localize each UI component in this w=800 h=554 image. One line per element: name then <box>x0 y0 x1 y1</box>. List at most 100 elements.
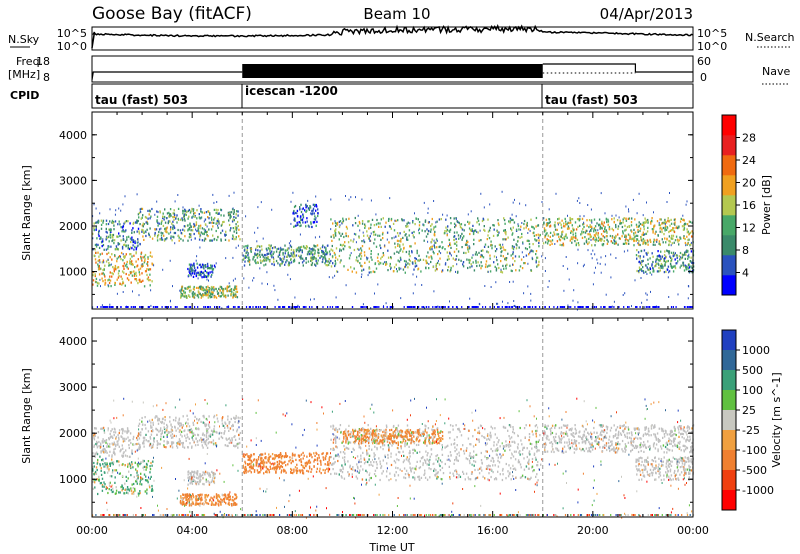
scatter-cell <box>112 221 115 224</box>
scatter-cell <box>535 239 537 242</box>
scatter-cell <box>593 234 596 237</box>
scatter-noise-cell <box>600 256 602 259</box>
scatter-noise-cell <box>530 250 532 253</box>
scatter-cell <box>358 220 361 224</box>
scatter-cell <box>198 495 201 498</box>
scatter-cell <box>489 264 492 267</box>
scatter-cell <box>187 476 189 479</box>
scatter-cell <box>333 236 335 239</box>
scatter-cell <box>217 218 219 221</box>
scatter-ground-cell <box>562 306 564 308</box>
scatter-cell <box>509 221 511 224</box>
scatter-cell <box>149 468 152 471</box>
scatter-cell <box>191 478 193 481</box>
scatter-cell <box>208 289 211 293</box>
scatter-cell <box>554 225 556 228</box>
scatter-cell <box>163 218 165 221</box>
velocity-scatter <box>92 397 695 519</box>
scatter-cell <box>311 213 313 216</box>
scatter-cell <box>639 257 641 260</box>
scatter-cell <box>109 256 111 259</box>
scatter-cell <box>160 427 162 430</box>
scatter-cell <box>273 260 275 263</box>
scatter-cell <box>125 488 127 491</box>
scatter-cell <box>123 271 125 274</box>
scatter-cell <box>678 255 681 258</box>
scatter-cell <box>210 292 212 295</box>
scatter-cell <box>321 251 323 254</box>
scatter-noise-cell <box>334 220 336 223</box>
scatter-cell <box>105 441 107 444</box>
scatter-cell <box>204 496 206 499</box>
scatter-cell <box>243 257 245 260</box>
scatter-cell <box>211 433 214 436</box>
scatter-cell <box>115 486 117 489</box>
scatter-cell <box>212 477 214 480</box>
scatter-cell <box>111 234 113 237</box>
scatter-ground-cell <box>587 306 589 308</box>
scatter-noise-cell <box>124 195 126 198</box>
scatter-cell <box>218 500 220 503</box>
scatter-cell <box>239 238 241 241</box>
scatter-cell <box>293 249 295 252</box>
scatter-cell <box>98 440 100 444</box>
scatter-cell <box>418 227 421 230</box>
scatter-cell <box>299 224 301 228</box>
scatter-cell <box>449 270 451 273</box>
scatter-ground-cell <box>438 306 440 308</box>
scatter-cell <box>310 248 312 251</box>
scatter-cell <box>410 245 412 248</box>
scatter-cell <box>393 252 396 255</box>
scatter-cell <box>139 492 141 495</box>
scatter-cell <box>437 253 439 256</box>
scatter-cell <box>349 246 351 249</box>
scatter-cell <box>408 229 411 232</box>
scatter-cell <box>184 294 187 297</box>
scatter-cell <box>123 256 126 259</box>
scatter-ground-cell <box>407 306 409 308</box>
scatter-cell <box>131 492 133 495</box>
scatter-ground-cell <box>238 306 240 308</box>
scatter-noise-cell <box>197 277 199 280</box>
scatter-cell <box>478 251 480 254</box>
scatter-cell <box>481 264 483 268</box>
scatter-cell <box>108 488 110 491</box>
scatter-cell <box>181 501 184 504</box>
scatter-cell <box>170 428 173 431</box>
scatter-cell <box>136 474 138 477</box>
scatter-cell <box>284 263 286 266</box>
scatter-cell <box>111 455 113 458</box>
scatter-cell <box>494 265 496 268</box>
scatter-cell <box>139 480 141 483</box>
scatter-cell <box>668 252 670 255</box>
scatter-cell <box>512 263 514 266</box>
scatter-noise-cell <box>150 304 152 307</box>
scatter-cell <box>220 208 222 211</box>
scatter-cell <box>485 263 487 266</box>
scatter-cell <box>489 270 492 273</box>
scatter-ground-cell <box>279 306 281 308</box>
scatter-cell <box>187 473 189 476</box>
scatter-cell <box>387 269 389 272</box>
scatter-cell <box>298 261 300 265</box>
scatter-cell <box>120 275 122 278</box>
scatter-noise-cell <box>593 271 595 274</box>
scatter-cell <box>216 290 219 293</box>
scatter-cell <box>480 239 482 242</box>
scatter-noise-cell <box>409 222 411 225</box>
scatter-cell <box>340 234 342 237</box>
scatter-cell <box>137 463 139 466</box>
scatter-cell <box>229 289 231 292</box>
scatter-cell <box>208 483 211 486</box>
scatter-cell <box>199 493 201 496</box>
scatter-cell <box>149 235 151 238</box>
scatter-cell <box>225 502 227 505</box>
scatter-cell <box>326 260 328 263</box>
scatter-cell <box>397 244 399 247</box>
scatter-noise-cell <box>668 296 670 298</box>
scatter-cell <box>295 458 297 461</box>
scatter-cell <box>233 219 235 222</box>
scatter-cell <box>578 217 580 221</box>
scatter-cell <box>674 221 676 224</box>
scatter-cell <box>249 457 251 460</box>
